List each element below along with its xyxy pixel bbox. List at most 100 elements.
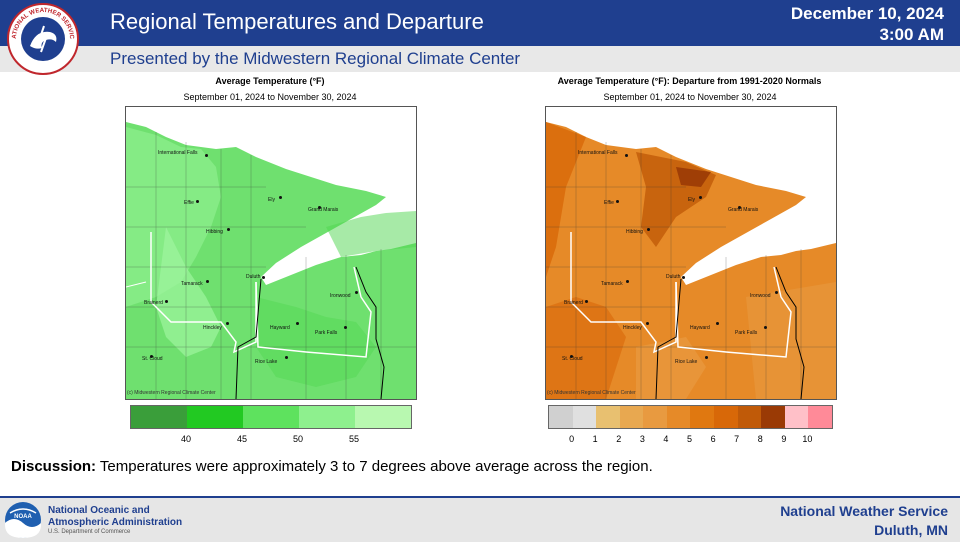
legend-tick-label: 9 (781, 434, 787, 444)
city-dot (196, 200, 199, 203)
legend-tick-label: 45 (236, 434, 248, 444)
legend-tick-label: 50 (292, 434, 304, 444)
city-dot (625, 154, 628, 157)
legend-tick-label: 8 (757, 434, 763, 444)
legend-swatch (666, 406, 691, 428)
city-hibbing: Hibbing (626, 229, 643, 235)
discussion-text: Temperatures were approximately 3 to 7 d… (96, 458, 653, 475)
city-dot (626, 280, 629, 283)
legend-tick-label: 2 (616, 434, 622, 444)
header-bar: Regional Temperatures and Departure Dece… (0, 0, 960, 46)
city-dot (646, 322, 649, 325)
legend-swatch (690, 406, 715, 428)
city-dot (206, 280, 209, 283)
right-map-legend-bar (548, 405, 833, 429)
right-map-departure-zone-max (676, 167, 711, 187)
legend-swatch (355, 406, 411, 428)
left-map-title: Average Temperature (°F) (215, 76, 325, 86)
nws-logo-icon: NATIONAL WEATHER SERVICE (6, 2, 79, 75)
discussion: Discussion: Temperatures were approximat… (11, 458, 653, 475)
legend-swatch (549, 406, 573, 428)
noaa-name-line1: National Oceanic and (48, 505, 150, 516)
issue-time: 3:00 AM (879, 25, 944, 44)
city-dot (616, 200, 619, 203)
left-map-cool-zone-east (326, 211, 416, 257)
legend-tick-label: 7 (734, 434, 740, 444)
city-ely: Ely (688, 197, 695, 203)
right-map-state-line-mi (775, 266, 805, 399)
legend-tick-label: 55 (348, 434, 360, 444)
left-map-warm-zone-central (156, 227, 221, 357)
noaa-name: National Oceanic and Atmospheric Adminis… (48, 505, 182, 529)
city-dot (764, 326, 767, 329)
noaa-name-line2: Atmospheric Administration (48, 517, 183, 528)
legend-swatch (187, 406, 243, 428)
right-map-forecast-boundary-wi (675, 266, 792, 358)
city-dot (775, 291, 778, 294)
city-dot (682, 276, 685, 279)
city-grand-marais: Grand Marais (308, 207, 339, 213)
city-hayward: Hayward (690, 325, 710, 331)
legend-tick-label: 10 (802, 434, 813, 444)
right-map-departure-zone-east (746, 282, 836, 399)
nws-office-line2: Duluth, MN (874, 522, 948, 538)
noaa-department: U.S. Department of Commerce (48, 529, 131, 535)
city-hayward: Hayward (270, 325, 290, 331)
city-intl-falls: International Falls (158, 150, 198, 156)
issue-date: December 10, 2024 (790, 4, 944, 23)
city-rice-lake: Rice Lake (255, 359, 278, 365)
discussion-label: Discussion: (11, 458, 97, 475)
legend-tick-label: 3 (639, 434, 645, 444)
average-temperature-map (125, 106, 417, 400)
nws-office: National Weather Service Duluth, MN (780, 502, 948, 540)
legend-swatch (619, 406, 644, 428)
legend-swatch (808, 406, 832, 428)
city-st-cloud: St. Cloud (142, 356, 163, 362)
legend-swatch (643, 406, 667, 428)
city-rice-lake: Rice Lake (675, 359, 698, 365)
footer-bar: NOAA National Oceanic and Atmospheric Ad… (0, 496, 960, 542)
left-map-forecast-boundary-wi (255, 266, 372, 358)
subheader-bar: Presented by the Midwestern Regional Cli… (0, 46, 960, 72)
left-map-state-line-mi (355, 266, 385, 399)
city-dot (716, 322, 719, 325)
nws-office-line1: National Weather Service (780, 503, 948, 519)
city-dot (705, 356, 708, 359)
legend-tick-label: 6 (710, 434, 716, 444)
page-title: Regional Temperatures and Departure (110, 9, 484, 34)
legend-tick-label: 4 (663, 434, 669, 444)
city-dot (344, 326, 347, 329)
temperature-departure-map (545, 106, 837, 400)
legend-swatch (243, 406, 299, 428)
left-map-credit: (c) Midwestern Regional Climate Center (127, 390, 216, 396)
legend-swatch (596, 406, 620, 428)
legend-swatch (299, 406, 355, 428)
left-map-period: September 01, 2024 to November 30, 2024 (183, 92, 357, 102)
city-ely: Ely (268, 197, 275, 203)
legend-tick-label: 0 (569, 434, 575, 444)
city-grand-marais: Grand Marais (728, 207, 759, 213)
city-dot (279, 196, 282, 199)
page-subtitle: Presented by the Midwestern Regional Cli… (110, 49, 521, 68)
city-dot (226, 322, 229, 325)
left-map-forecast-boundary (150, 232, 257, 354)
city-dot (570, 355, 573, 358)
city-brainerd: Brainerd (564, 300, 583, 306)
city-dot (262, 276, 265, 279)
city-tamarack: Tamarack (181, 281, 203, 287)
city-dot (165, 300, 168, 303)
city-dot (227, 228, 230, 231)
svg-text:NOAA: NOAA (14, 514, 32, 520)
city-park-falls: Park Falls (735, 330, 758, 336)
city-dot (318, 206, 321, 209)
city-effie: Effie (604, 200, 614, 206)
right-map-state-line (655, 278, 682, 399)
issue-datetime: December 10, 2024 3:00 AM (791, 3, 944, 45)
city-tamarack: Tamarack (601, 281, 623, 287)
city-effie: Effie (184, 200, 194, 206)
city-dot (647, 228, 650, 231)
left-map-state-line (235, 278, 262, 399)
legend-swatch (714, 406, 738, 428)
city-dot (285, 356, 288, 359)
left-map-county-lines (126, 132, 416, 399)
